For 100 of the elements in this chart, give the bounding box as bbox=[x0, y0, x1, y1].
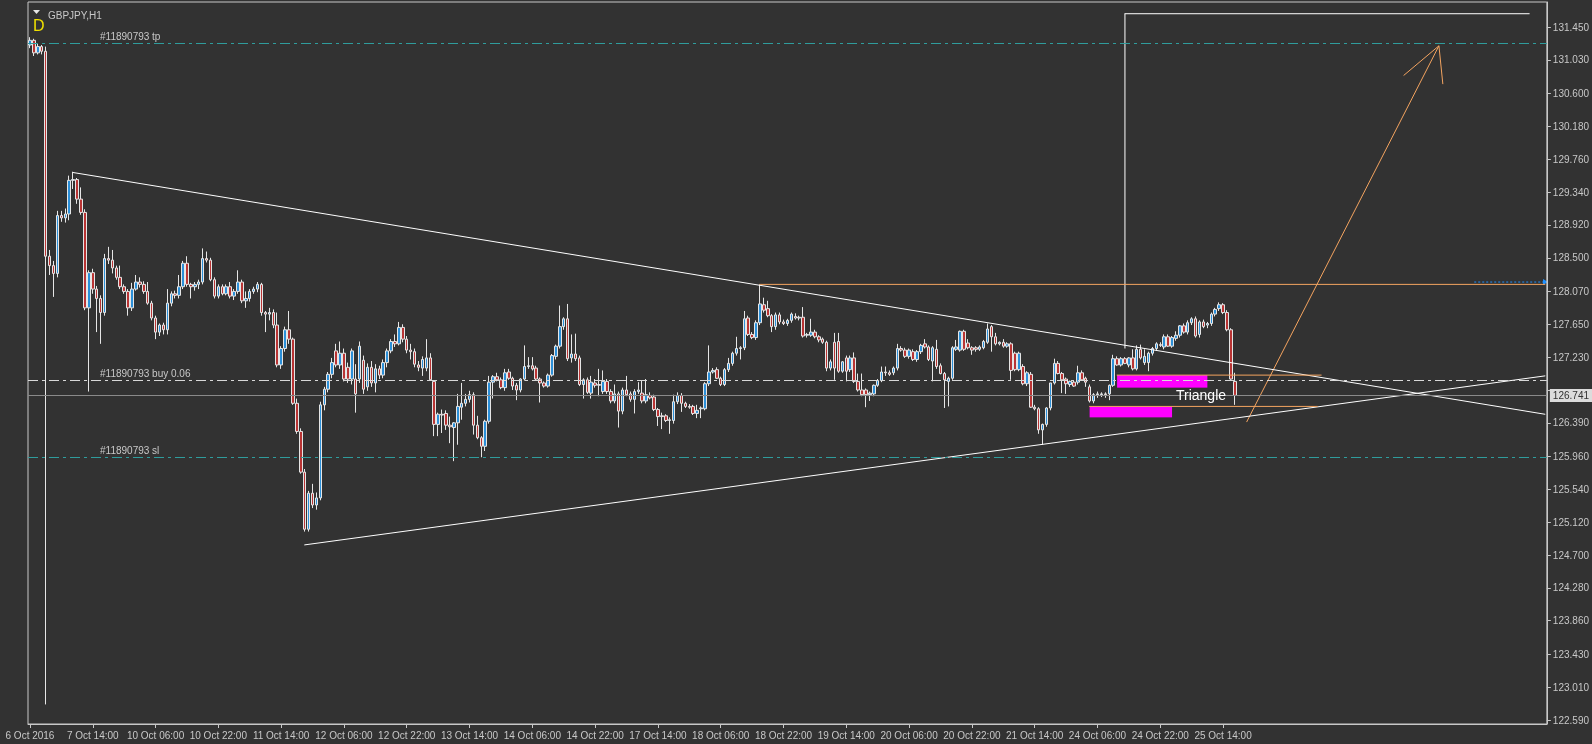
ref-line-label: #11890793 tp bbox=[100, 30, 161, 42]
candlestick bbox=[907, 348, 911, 360]
x-tick-label: 13 Oct 14:00 bbox=[440, 729, 499, 741]
y-tick-label: 129.760 bbox=[1552, 153, 1590, 165]
y-tick-label: 125.960 bbox=[1552, 450, 1590, 462]
candlestick bbox=[67, 175, 71, 221]
x-tick-label: 20 Oct 22:00 bbox=[943, 729, 1001, 741]
candlestick bbox=[118, 265, 122, 290]
candlestick bbox=[1155, 341, 1158, 352]
y-tick-label: 131.030 bbox=[1552, 54, 1590, 66]
candlestick bbox=[221, 283, 224, 296]
candlestick bbox=[680, 392, 683, 413]
x-tick-label: 24 Oct 22:00 bbox=[1131, 729, 1190, 741]
candlestick bbox=[978, 344, 981, 352]
x-tick-label: 24 Oct 06:00 bbox=[1068, 729, 1127, 741]
candlestick bbox=[1009, 341, 1013, 381]
candlestick bbox=[1194, 315, 1197, 339]
candlestick bbox=[1182, 323, 1186, 335]
candlestick bbox=[794, 312, 797, 321]
candlestick bbox=[1076, 365, 1080, 386]
candlestick bbox=[833, 332, 836, 381]
x-tick-label: 10 Oct 22:00 bbox=[189, 729, 248, 741]
y-tick-label: 126.390 bbox=[1552, 417, 1590, 429]
y-tick-label: 128.070 bbox=[1552, 285, 1590, 297]
candlestick bbox=[397, 321, 401, 346]
x-tick-label: 14 Oct 22:00 bbox=[566, 729, 625, 741]
candlestick bbox=[888, 369, 891, 377]
y-tick-label: 130.600 bbox=[1552, 88, 1590, 100]
candlestick bbox=[1100, 391, 1103, 398]
candlestick bbox=[1178, 324, 1182, 339]
candlestick bbox=[817, 334, 821, 343]
x-tick-label: 19 Oct 14:00 bbox=[817, 729, 876, 741]
x-tick-label: 14 Oct 06:00 bbox=[503, 729, 562, 741]
candlestick bbox=[809, 318, 813, 338]
candlestick bbox=[903, 347, 907, 359]
candlestick bbox=[1002, 338, 1005, 349]
x-tick-label: 6 Oct 2016 bbox=[5, 729, 55, 741]
candlestick bbox=[370, 360, 373, 388]
candlestick bbox=[880, 366, 883, 383]
candlestick bbox=[790, 312, 793, 324]
y-tick-label: 122.590 bbox=[1552, 714, 1590, 726]
y-tick-label: 128.500 bbox=[1552, 252, 1590, 264]
candlestick bbox=[228, 281, 232, 299]
candlestick bbox=[275, 312, 279, 368]
candlestick bbox=[601, 369, 605, 395]
candlestick bbox=[472, 391, 475, 436]
ref-line-label: #11890793 buy 0.06 bbox=[100, 368, 191, 380]
candlestick bbox=[440, 409, 444, 434]
candlestick bbox=[990, 324, 993, 353]
ref-line-label: 126.741 bbox=[1552, 389, 1590, 401]
candlestick bbox=[503, 368, 507, 392]
candlestick bbox=[1135, 344, 1138, 371]
candlestick bbox=[1064, 376, 1068, 395]
candlestick bbox=[825, 340, 828, 372]
candlestick bbox=[1166, 333, 1170, 348]
candlestick bbox=[660, 412, 664, 430]
candlestick bbox=[32, 38, 36, 57]
candlestick bbox=[224, 283, 228, 296]
y-tick-label: 124.700 bbox=[1552, 549, 1590, 561]
candlestick bbox=[1119, 356, 1123, 368]
x-tick-label: 12 Oct 22:00 bbox=[378, 729, 436, 741]
candlestick bbox=[958, 330, 962, 353]
x-tick-label: 11 Oct 14:00 bbox=[252, 729, 310, 741]
candlestick bbox=[566, 303, 569, 362]
annotation: D bbox=[33, 16, 45, 34]
candlestick bbox=[1029, 371, 1033, 409]
candlestick bbox=[1186, 319, 1189, 335]
candlestick bbox=[1096, 391, 1099, 399]
y-tick-label: 123.860 bbox=[1552, 615, 1590, 627]
candlestick bbox=[801, 306, 805, 339]
candlestick bbox=[911, 348, 915, 362]
y-tick-label: 130.180 bbox=[1552, 120, 1590, 132]
candlestick bbox=[586, 376, 589, 395]
candlestick bbox=[201, 247, 204, 285]
candlestick bbox=[166, 288, 169, 335]
y-tick-label: 125.540 bbox=[1552, 483, 1590, 495]
y-tick-label: 128.920 bbox=[1552, 219, 1590, 231]
candlestick bbox=[1210, 312, 1213, 327]
candlestick bbox=[644, 378, 648, 404]
candlestick bbox=[1198, 319, 1201, 339]
candlestick bbox=[962, 329, 966, 352]
candlestick bbox=[413, 348, 416, 368]
candlestick bbox=[597, 368, 601, 397]
y-tick-label: 127.230 bbox=[1552, 351, 1590, 363]
y-tick-label: 123.430 bbox=[1552, 648, 1590, 660]
x-tick-label: 20 Oct 06:00 bbox=[880, 729, 939, 741]
y-tick-label: 125.120 bbox=[1552, 516, 1590, 528]
candlestick bbox=[1162, 333, 1166, 350]
y-tick-label: 123.010 bbox=[1552, 681, 1590, 693]
candlestick bbox=[1217, 301, 1221, 312]
candlestick bbox=[896, 343, 899, 371]
x-tick-label: 18 Oct 22:00 bbox=[754, 729, 813, 741]
candlestick bbox=[1088, 384, 1091, 403]
x-tick-label: 21 Oct 14:00 bbox=[1006, 729, 1064, 741]
x-tick-label: 12 Oct 06:00 bbox=[315, 729, 373, 741]
candlestick bbox=[774, 312, 777, 331]
x-tick-label: 18 Oct 06:00 bbox=[692, 729, 750, 741]
candlestick bbox=[1170, 335, 1174, 349]
x-tick-label: 10 Oct 06:00 bbox=[126, 729, 185, 741]
y-tick-label: 127.650 bbox=[1552, 318, 1590, 330]
